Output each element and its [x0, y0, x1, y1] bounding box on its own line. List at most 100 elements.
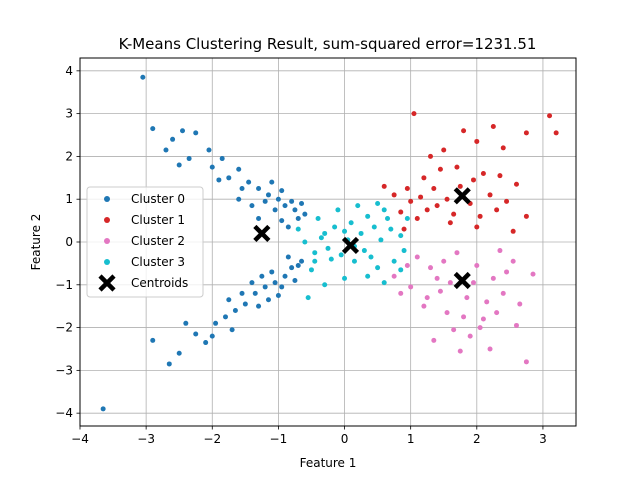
scatter-point: [180, 128, 186, 134]
scatter-point: [470, 280, 476, 286]
scatter-point: [404, 186, 410, 192]
scatter-point: [500, 145, 506, 151]
scatter-point: [361, 248, 367, 254]
scatter-point: [170, 136, 176, 142]
scatter-point: [477, 213, 483, 219]
scatter-point: [375, 200, 381, 206]
centroid-marker: [453, 187, 471, 205]
scatter-point: [434, 275, 440, 281]
scatter-point: [484, 299, 490, 305]
scatter-point: [328, 256, 334, 262]
scatter-point: [335, 207, 341, 213]
scatter-point: [348, 220, 354, 226]
scatter-point: [259, 273, 265, 279]
scatter-point: [461, 314, 467, 320]
scatter-point: [530, 271, 536, 277]
scatter-point: [285, 254, 291, 260]
scatter-point: [292, 207, 298, 213]
scatter-point: [239, 186, 245, 192]
legend-marker: [104, 259, 110, 265]
scatter-point: [236, 166, 242, 172]
y-tick-label: −1: [55, 278, 73, 292]
scatter-point: [186, 156, 192, 162]
scatter-point: [504, 198, 510, 204]
scatter-point: [166, 361, 172, 367]
scatter-point: [510, 258, 516, 264]
scatter-point: [209, 333, 215, 339]
scatter-point: [279, 218, 285, 224]
scatter-point: [457, 348, 463, 354]
scatter-point: [431, 186, 437, 192]
scatter-point: [375, 265, 381, 271]
scatter-point: [428, 265, 434, 271]
scatter-point: [312, 258, 318, 264]
scatter-point: [176, 162, 182, 168]
y-tick-label: 1: [65, 192, 73, 206]
scatter-point: [434, 203, 440, 209]
legend-label: Centroids: [131, 276, 188, 290]
scatter-point: [252, 290, 258, 296]
scatter-point: [216, 177, 222, 183]
scatter-point: [302, 211, 308, 217]
x-tick-label: −3: [137, 432, 155, 446]
scatter-point: [358, 230, 364, 236]
scatter-point: [239, 290, 245, 296]
scatter-point: [312, 250, 318, 256]
scatter-point: [295, 226, 301, 232]
scatter-point: [342, 228, 348, 234]
scatter-point: [140, 74, 146, 80]
scatter-point: [351, 258, 357, 264]
scatter-point: [474, 224, 480, 230]
scatter-point: [265, 297, 271, 303]
scatter-point: [365, 213, 371, 219]
scatter-point: [289, 265, 295, 271]
y-axis-label: Feature 2: [29, 214, 43, 271]
scatter-point: [385, 215, 391, 221]
scatter-point: [279, 284, 285, 290]
scatter-point: [318, 235, 324, 241]
legend-box: [86, 186, 204, 298]
scatter-point: [193, 130, 199, 136]
scatter-point: [454, 164, 460, 170]
centroid-marker: [253, 224, 271, 243]
y-tick-label: 2: [65, 149, 73, 163]
centroid-marker: [341, 236, 360, 255]
x-tick-label: 1: [407, 432, 415, 446]
scatter-point: [494, 310, 500, 316]
scatter-point: [229, 327, 235, 333]
scatter-point: [461, 128, 467, 134]
scatter-point: [150, 126, 156, 132]
x-tick-label: 3: [539, 432, 547, 446]
scatter-point: [256, 215, 262, 221]
scatter-point: [262, 284, 268, 290]
scatter-point: [272, 207, 278, 213]
scatter-point: [391, 192, 397, 198]
scatter-point: [441, 258, 447, 264]
legend-label: Cluster 1: [131, 213, 185, 227]
scatter-point: [226, 297, 232, 303]
scatter-point: [437, 288, 443, 294]
scatter-point: [497, 173, 503, 179]
scatter-point: [457, 183, 463, 189]
scatter-point: [391, 258, 397, 264]
series-group: [253, 187, 471, 290]
legend-label: Cluster 0: [131, 192, 185, 206]
x-tick-label: −2: [203, 432, 221, 446]
scatter-point: [332, 224, 338, 230]
scatter-point: [322, 230, 328, 236]
scatter-point: [408, 284, 414, 290]
scatter-point: [474, 138, 480, 144]
scatter-point: [295, 263, 301, 269]
scatter-point: [308, 267, 314, 273]
scatter-point: [285, 224, 291, 230]
scatter-point: [381, 280, 387, 286]
series-group: [381, 111, 559, 234]
scatter-point: [418, 194, 424, 200]
scatter-point: [163, 147, 169, 153]
scatter-point: [480, 171, 486, 177]
scatter-point: [437, 166, 443, 172]
scatter-point: [150, 337, 156, 343]
y-tick-label: −4: [55, 406, 73, 420]
scatter-point: [487, 346, 493, 352]
